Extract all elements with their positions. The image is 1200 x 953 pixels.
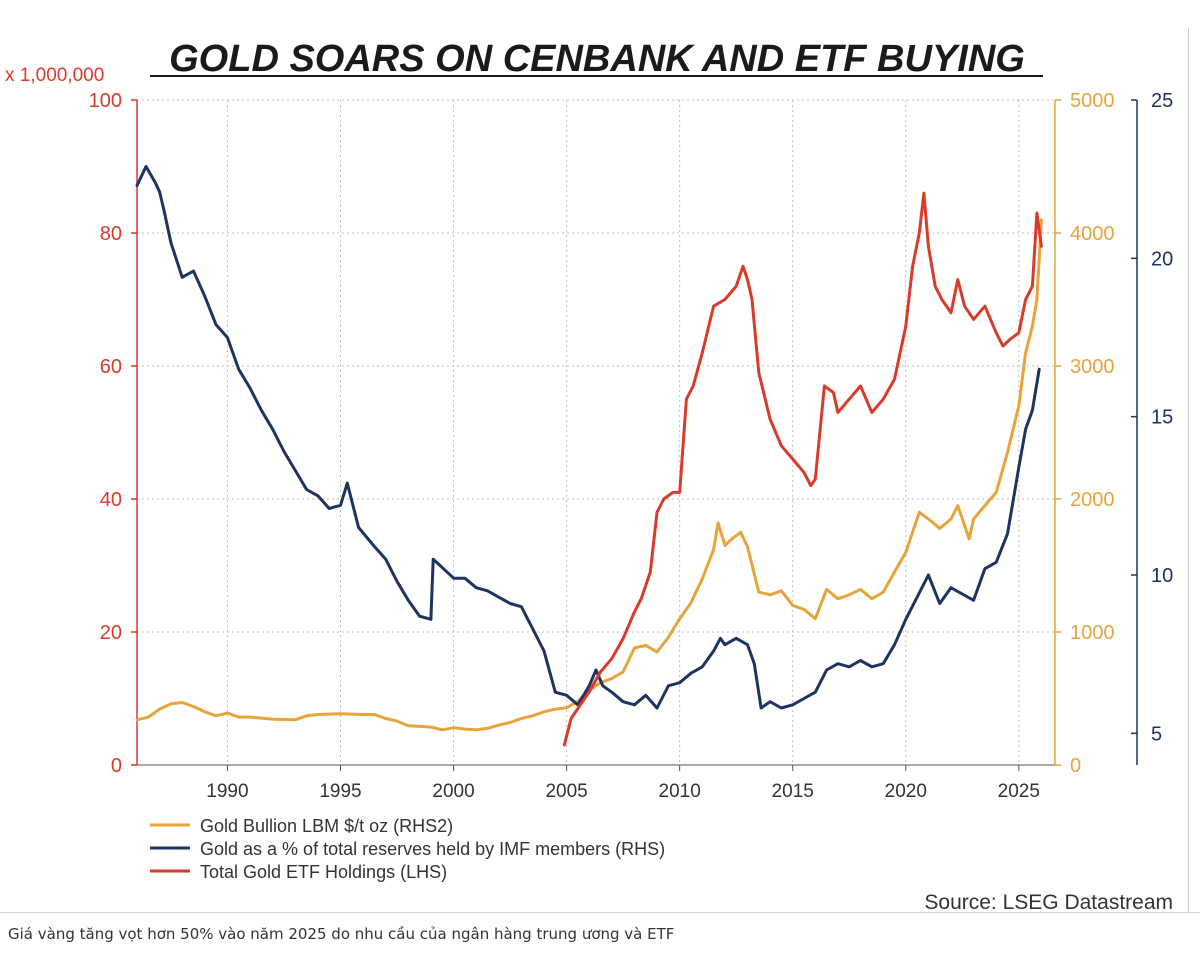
- legend-label-etf: Total Gold ETF Holdings (LHS): [200, 862, 447, 882]
- x-tick-label: 1995: [319, 781, 361, 802]
- rhs-tick-label: 5: [1151, 723, 1162, 745]
- series-etf-line: [562, 191, 1043, 747]
- rhs2-tick-label: 1000: [1070, 622, 1115, 644]
- x-tick-label: 2015: [772, 781, 814, 802]
- series-gold_price-line: [135, 218, 1043, 732]
- x-tick-label: 2000: [432, 781, 474, 802]
- x-tick-label: 2025: [998, 781, 1040, 802]
- series-lines: [135, 165, 1043, 747]
- rhs-tick-label: 15: [1151, 407, 1173, 429]
- caption-divider: [0, 912, 1200, 913]
- source-label: Source: LSEG Datastream: [924, 891, 1173, 914]
- x-tick-label: 2005: [545, 781, 587, 802]
- lhs-tick-label: 60: [100, 356, 122, 378]
- x-tick-label: 2020: [885, 781, 927, 802]
- frame-border: [1188, 28, 1189, 912]
- lhs-tick-label: 40: [100, 489, 122, 511]
- rhs2-tick-label: 5000: [1070, 90, 1115, 112]
- lhs-tick-label: 80: [100, 223, 122, 245]
- rhs2-tick-label: 0: [1070, 755, 1081, 777]
- axes: 1990 1995 2000 2005 2010 2015 2020 202502040608…: [89, 90, 1174, 802]
- series-imf_share-line: [135, 165, 1041, 710]
- legend-label-imf_share: Gold as a % of total reserves held by IM…: [200, 839, 665, 859]
- rhs2-tick-label: 2000: [1070, 489, 1115, 511]
- lhs-tick-label: 20: [100, 622, 122, 644]
- lhs-multiplier-label: x 1,000,000: [5, 65, 104, 86]
- lhs-tick-label: 0: [111, 755, 122, 777]
- lhs-tick-label: 100: [89, 90, 122, 112]
- x-tick-label: 2010: [659, 781, 701, 802]
- figure-caption: Giá vàng tăng vọt hơn 50% vào năm 2025 d…: [8, 925, 675, 943]
- legend-label-gold_price: Gold Bullion LBM $/t oz (RHS2): [200, 816, 453, 836]
- rhs-tick-label: 10: [1151, 565, 1173, 587]
- x-tick-label: 1990: [206, 781, 248, 802]
- chart-title: GOLD SOARS ON CENBANK AND ETF BUYING: [169, 38, 1025, 80]
- rhs2-tick-label: 3000: [1070, 356, 1115, 378]
- rhs2-tick-label: 4000: [1070, 223, 1115, 245]
- rhs-tick-label: 25: [1151, 90, 1173, 112]
- rhs-tick-label: 20: [1151, 248, 1173, 270]
- legend: Gold Bullion LBM $/t oz (RHS2) Gold as a …: [150, 816, 665, 882]
